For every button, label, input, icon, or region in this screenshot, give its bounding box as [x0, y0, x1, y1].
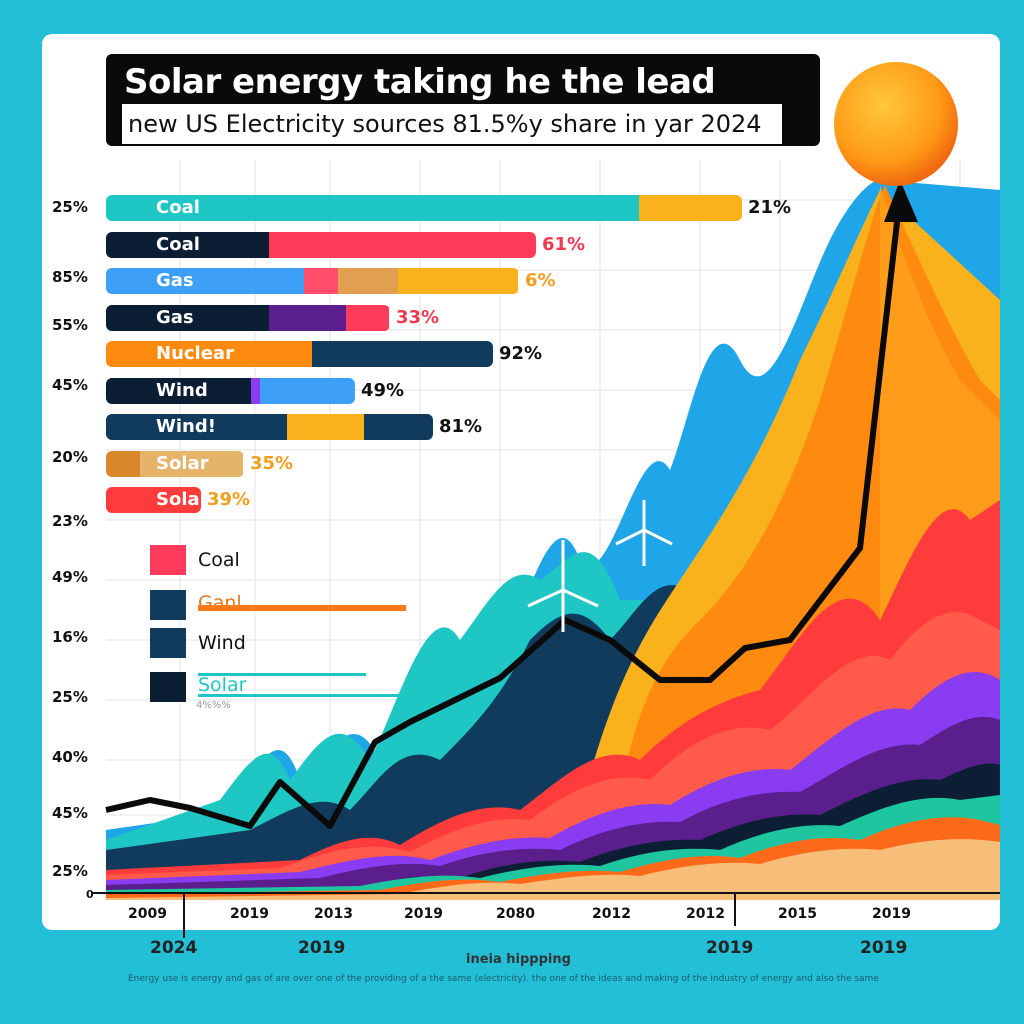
legend-label-solar: Solar: [198, 674, 247, 696]
bar-segment: [140, 451, 243, 477]
bar-coal-0: [106, 195, 742, 221]
legend-sublabel: 4%%%: [196, 700, 231, 711]
bar-label: Coal: [156, 234, 200, 255]
bar-segment: [251, 378, 261, 404]
bar-segment: [106, 487, 201, 513]
legend-label-coal: Coal: [198, 549, 240, 571]
bar-wind-6: [106, 414, 433, 440]
y-tick-label: 16%: [52, 628, 88, 646]
y-tick-label: 23%: [52, 512, 88, 530]
y-tick-label: 25%: [52, 198, 88, 216]
bar-label: Coal: [156, 197, 200, 218]
subtitle-band: [122, 104, 782, 144]
bar-solar-8: [106, 487, 201, 513]
y-tick-label: 0: [86, 888, 94, 901]
bar-label: Nuclear: [156, 343, 234, 364]
bar-segment: [106, 268, 304, 294]
bar-label: Wind: [156, 380, 208, 401]
legend-swatch-ganl: [150, 590, 186, 620]
bar-segment: [106, 195, 639, 221]
bar-segment: [106, 378, 252, 404]
y-tick-label: 49%: [52, 568, 88, 586]
bar-segment: [269, 305, 346, 331]
legend-bar-orange: [198, 605, 406, 611]
bar-value-label: 6%: [525, 270, 556, 291]
bar-label: Gas: [156, 307, 194, 328]
bar-segment: [269, 232, 536, 258]
bar-label: Solar: [156, 453, 209, 474]
bar-label: Wind!: [156, 416, 216, 437]
bar-value-label: 21%: [748, 197, 792, 218]
area-sand: [106, 839, 1000, 900]
legend-line-teal-2: [198, 694, 420, 697]
x-tick-label: 2013: [314, 906, 353, 922]
chart-title: Solar energy taking he the lead: [124, 62, 716, 102]
y-tick-label: 55%: [52, 316, 88, 334]
bar-gas-3: [106, 305, 390, 331]
x-tick-label: 2019: [230, 906, 269, 922]
bar-value-label: 61%: [542, 234, 586, 255]
y-tick-label: 45%: [52, 376, 88, 394]
bar-value-label: 92%: [499, 343, 543, 364]
bar-nuclear-4: [106, 341, 493, 367]
bar-solar-7: [106, 451, 244, 477]
bar-label: Gas: [156, 270, 194, 291]
y-tick-label: 25%: [52, 862, 88, 880]
bar-segment: [304, 268, 338, 294]
bar-segment: [106, 341, 312, 367]
x-bottom-label: 2019: [706, 938, 754, 958]
bar-value-label: 33%: [396, 307, 440, 328]
bar-segment: [364, 414, 433, 440]
x-tick-label: 2012: [592, 906, 631, 922]
x-tick-label: 2019: [404, 906, 443, 922]
sun-icon: [834, 62, 958, 186]
bar-segment: [287, 414, 364, 440]
bar-value-label: 39%: [207, 489, 251, 510]
legend-line-teal: [198, 673, 366, 676]
y-tick-label: 40%: [52, 748, 88, 766]
bar-value-label: 35%: [250, 453, 294, 474]
legend-label-wind: Wind: [198, 632, 246, 654]
bar-segment: [639, 195, 742, 221]
bar-gas-2: [106, 268, 519, 294]
legend-swatch-wind: [150, 628, 186, 658]
chart-caption: ineia hippping: [466, 952, 571, 967]
y-tick-label: 45%: [52, 804, 88, 822]
x-bottom-label: 2019: [298, 938, 346, 958]
bar-segment: [398, 268, 518, 294]
bar-coal-1: [106, 232, 536, 258]
trend-line: [105, 195, 903, 829]
y-tick-label: 20%: [52, 448, 88, 466]
x-bottom-label: 2024: [150, 938, 198, 958]
bar-segment: [338, 268, 398, 294]
legend-swatch-solar: [150, 672, 186, 702]
x-tick-label: 2019: [872, 906, 911, 922]
bar-segment: [260, 378, 355, 404]
bar-segment: [106, 232, 269, 258]
y-tick-label: 85%: [52, 268, 88, 286]
x-tick-label: 2012: [686, 906, 725, 922]
bar-segment: [312, 341, 493, 367]
x-bottom-label: 2019: [860, 938, 908, 958]
x-tick-label: 2015: [778, 906, 817, 922]
bar-label: Solar: [156, 489, 209, 510]
footnote: Energy use is energy and gas of are over…: [128, 974, 879, 984]
bar-segment: [346, 305, 389, 331]
chart-subtitle: new US Electricity sources 81.5%y share …: [128, 110, 762, 138]
bar-value-label: 49%: [361, 380, 405, 401]
bar-segment: [106, 305, 269, 331]
y-tick-label: 25%: [52, 688, 88, 706]
bar-wind-5: [106, 378, 355, 404]
wind-turbine-icon: [527, 500, 673, 632]
bar-segment: [106, 451, 140, 477]
legend-swatch-coal: [150, 545, 186, 575]
bar-value-label: 81%: [439, 416, 483, 437]
x-tick-label: 2009: [128, 906, 167, 922]
trend-arrowhead: [884, 180, 918, 222]
x-tick-label: 2080: [496, 906, 535, 922]
bar-segment: [106, 414, 287, 440]
